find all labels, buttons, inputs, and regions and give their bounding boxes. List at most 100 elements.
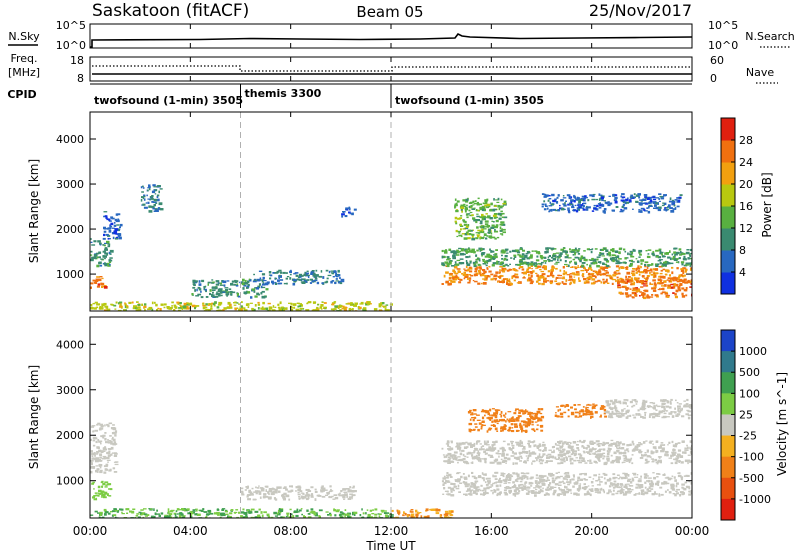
power-heatmap-cell <box>331 303 335 306</box>
velocity-heatmap-cell <box>274 498 278 501</box>
velocity-heatmap-cell <box>530 485 533 487</box>
power-heatmap-cell <box>589 267 592 269</box>
power-heatmap-cell <box>628 199 632 202</box>
power-heatmap-cell <box>468 249 471 253</box>
power-heatmap-cell <box>469 260 472 262</box>
power-heatmap-cell <box>216 306 220 309</box>
velocity-heatmap-cell <box>409 510 412 513</box>
velocity-heatmap-cell <box>687 410 691 413</box>
power-heatmap-cell <box>456 251 460 254</box>
power-heatmap-cell <box>280 309 285 311</box>
power-heatmap-cell <box>609 257 613 261</box>
velocity-heatmap-cell <box>558 488 562 491</box>
velocity-heatmap-cell <box>589 404 592 406</box>
power-heatmap-cell <box>540 262 543 266</box>
velocity-heatmap-cell <box>493 482 498 484</box>
power-panel-bg <box>90 112 692 311</box>
velocity-heatmap-cell <box>113 514 117 517</box>
velocity-heatmap-cell <box>645 400 648 403</box>
power-heatmap-cell <box>530 280 534 283</box>
velocity-heatmap-cell <box>100 459 103 462</box>
velocity-heatmap-cell <box>600 476 603 478</box>
velocity-heatmap-cell <box>651 416 656 419</box>
power-heatmap-cell <box>481 255 483 257</box>
velocity-heatmap-cell <box>344 509 347 511</box>
power-heatmap-cell <box>642 296 647 300</box>
power-heatmap-cell <box>543 260 548 262</box>
power-heatmap-cell <box>679 194 683 196</box>
velocity-heatmap-cell <box>101 458 105 460</box>
velocity-heatmap-cell <box>618 446 621 449</box>
power-heatmap-cell <box>630 255 635 258</box>
power-heatmap-cell <box>620 195 622 198</box>
velocity-heatmap-cell <box>111 510 116 513</box>
velocity-heatmap-cell <box>624 492 628 495</box>
velocity-heatmap-cell <box>623 399 627 401</box>
velocity-heatmap-cell <box>518 487 523 489</box>
power-heatmap-cell <box>644 270 648 274</box>
power-heatmap-cell <box>595 272 599 275</box>
velocity-heatmap-cell <box>277 509 280 513</box>
power-heatmap-cell <box>351 212 354 216</box>
power-heatmap-cell <box>456 200 460 203</box>
velocity-heatmap-cell <box>257 514 261 518</box>
velocity-heatmap-cell <box>559 445 563 449</box>
power-heatmap-cell <box>283 308 286 311</box>
velocity-heatmap-cell <box>593 460 596 463</box>
velocity-heatmap-cell <box>498 455 500 458</box>
power-heatmap-cell <box>509 282 512 284</box>
velocity-heatmap-cell <box>481 477 485 480</box>
power-heatmap-cell <box>663 280 667 283</box>
velocity-heatmap-cell <box>254 510 259 513</box>
velocity-heatmap-cell <box>505 486 510 488</box>
power-heatmap-cell <box>316 281 320 285</box>
velocity-heatmap-cell <box>644 486 647 489</box>
velocity-heatmap-cell <box>461 449 465 452</box>
velocity-heatmap-cell <box>489 408 492 412</box>
power-heatmap-cell <box>228 306 233 309</box>
velocity-heatmap-cell <box>513 485 516 488</box>
velocity-heatmap-cell <box>665 410 668 412</box>
power-heatmap-cell <box>278 282 283 285</box>
power-heatmap-cell <box>646 207 649 209</box>
velocity-heatmap-cell <box>92 436 97 440</box>
velocity-heatmap-cell <box>263 511 267 514</box>
power-heatmap-cell <box>663 255 666 258</box>
velocity-heatmap-cell <box>99 466 102 469</box>
power-heatmap-cell <box>446 262 451 265</box>
velocity-heatmap-cell <box>309 516 312 518</box>
power-heatmap-cell <box>637 265 639 268</box>
velocity-heatmap-cell <box>446 490 449 493</box>
power-heatmap-cell <box>466 248 471 250</box>
power-heatmap-cell <box>477 229 481 232</box>
power-heatmap-cell <box>491 264 495 267</box>
power-heatmap-cell <box>463 277 466 280</box>
power-heatmap-cell <box>448 283 452 285</box>
velocity-heatmap-cell <box>512 446 515 449</box>
velocity-heatmap-cell <box>92 466 95 469</box>
power-heatmap-cell <box>114 228 119 231</box>
power-heatmap-cell <box>243 284 247 287</box>
velocity-heatmap-cell <box>657 456 662 458</box>
power-heatmap-cell <box>339 282 343 285</box>
velocity-heatmap-cell <box>527 422 532 425</box>
velocity-heatmap-cell <box>496 422 499 425</box>
velocity-heatmap-cell <box>621 461 624 464</box>
power-heatmap-cell <box>686 249 690 251</box>
power-heatmap-cell <box>373 308 378 311</box>
velocity-heatmap-cell <box>641 405 646 407</box>
freq-tick-bottom: 8 <box>77 72 84 85</box>
velocity-heatmap-cell <box>487 477 491 480</box>
site-title: Saskatoon (fitACF) <box>92 1 249 21</box>
power-heatmap-cell <box>124 302 126 305</box>
velocity-heatmap-cell <box>525 455 528 457</box>
power-heatmap-cell <box>114 218 117 222</box>
power-heatmap-cell <box>455 222 458 225</box>
velocity-heatmap-cell <box>143 513 148 516</box>
power-heatmap-cell <box>274 272 279 274</box>
power-heatmap-cell <box>475 266 479 268</box>
power-heatmap-cell <box>453 278 457 281</box>
velocity-heatmap-cell <box>292 515 295 518</box>
velocity-heatmap-cell <box>476 419 481 421</box>
velocity-heatmap-cell <box>110 442 114 445</box>
